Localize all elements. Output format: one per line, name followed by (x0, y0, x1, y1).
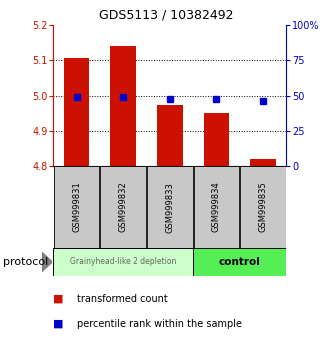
Text: Grainyhead-like 2 depletion: Grainyhead-like 2 depletion (70, 257, 176, 267)
Text: GSM999832: GSM999832 (119, 182, 128, 233)
Text: ■: ■ (53, 294, 64, 304)
Polygon shape (42, 252, 52, 272)
Bar (193, 166, 239, 248)
Bar (240, 166, 286, 248)
Bar (157, 105, 183, 166)
Bar (193, 248, 286, 276)
Bar (53, 248, 193, 276)
Text: GSM999835: GSM999835 (258, 182, 268, 233)
Text: percentile rank within the sample: percentile rank within the sample (77, 319, 241, 329)
Bar (54, 166, 100, 248)
Text: GSM999833: GSM999833 (165, 182, 174, 233)
Text: GSM999831: GSM999831 (72, 182, 81, 233)
Text: transformed count: transformed count (77, 294, 167, 304)
Text: GDS5113 / 10382492: GDS5113 / 10382492 (99, 9, 234, 22)
Bar (111, 46, 136, 166)
Bar (147, 166, 193, 248)
Bar (100, 166, 146, 248)
Text: GSM999834: GSM999834 (212, 182, 221, 233)
Bar (250, 159, 276, 166)
Text: protocol: protocol (3, 257, 49, 267)
Bar (204, 113, 229, 166)
Bar (64, 58, 89, 166)
Text: ■: ■ (53, 319, 64, 329)
Text: control: control (219, 257, 261, 267)
